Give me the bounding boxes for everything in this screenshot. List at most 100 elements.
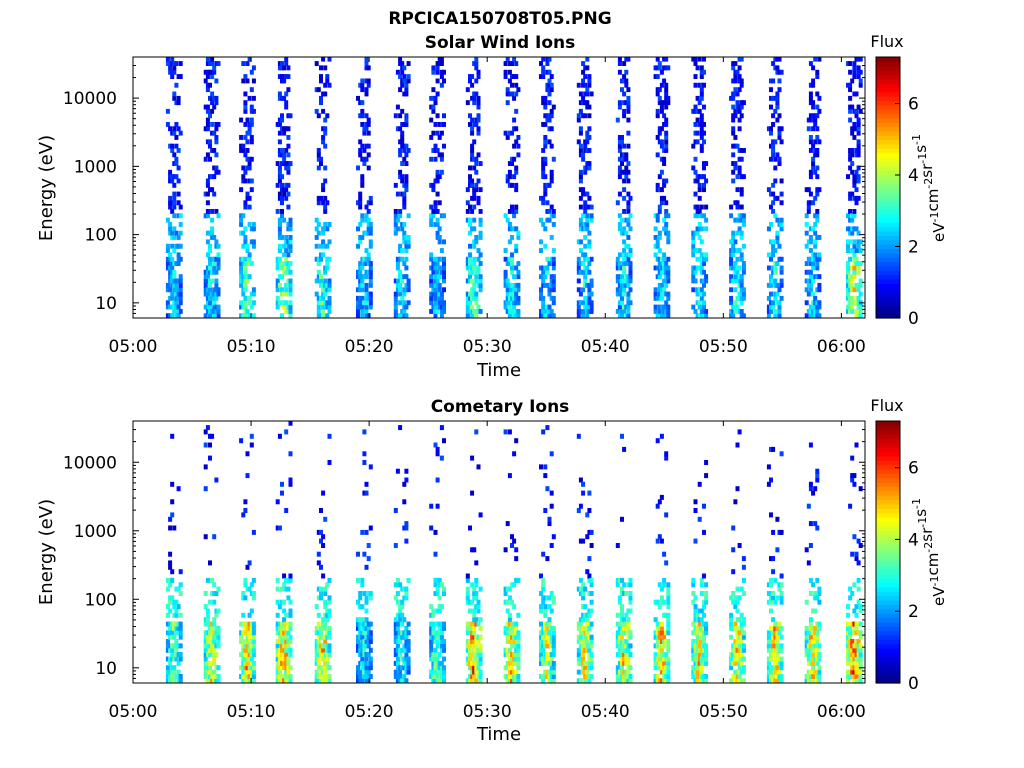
heat-cell xyxy=(210,91,215,97)
heat-cell xyxy=(174,652,179,658)
heat-cell xyxy=(470,143,475,149)
heat-cell xyxy=(662,261,667,266)
heat-cell xyxy=(275,652,280,658)
heat-cell xyxy=(808,543,813,548)
heat-cell xyxy=(695,256,700,262)
heat-cell xyxy=(393,222,398,227)
heat-cell xyxy=(247,222,252,227)
y-tick-label: 10000 xyxy=(63,453,117,473)
heat-cell xyxy=(662,656,667,662)
colorbar-swatch xyxy=(876,217,900,223)
heat-cell xyxy=(813,486,818,492)
heat-cell xyxy=(659,660,664,666)
heat-cell xyxy=(203,647,208,653)
heat-cell xyxy=(733,309,738,314)
heat-cell xyxy=(808,617,813,623)
heat-cell xyxy=(551,261,556,266)
heat-cell xyxy=(243,122,248,127)
heat-cell xyxy=(356,313,360,319)
heat-cell xyxy=(439,295,444,301)
heat-cell xyxy=(398,148,403,153)
heat-cell xyxy=(583,222,588,227)
heat-cell xyxy=(395,656,400,662)
heat-cell xyxy=(587,104,592,110)
heat-cell xyxy=(400,586,405,592)
heat-cell xyxy=(210,669,215,675)
heat-cell xyxy=(733,248,738,253)
heat-cell xyxy=(205,200,210,206)
heat-cell xyxy=(395,582,400,588)
heat-cell xyxy=(576,287,581,293)
heat-cell xyxy=(735,608,740,614)
heat-cell xyxy=(852,209,857,214)
heat-cell xyxy=(429,204,434,210)
heat-cell xyxy=(429,182,434,188)
heat-cell xyxy=(243,652,248,658)
heat-cell xyxy=(398,61,403,66)
heat-cell xyxy=(472,639,477,644)
heat-cell xyxy=(321,139,326,145)
heat-cell xyxy=(815,621,820,627)
heat-cell xyxy=(617,143,622,149)
heat-cell xyxy=(729,287,734,293)
heat-cell xyxy=(775,652,780,658)
heat-cell xyxy=(854,625,859,631)
heat-cell xyxy=(203,591,208,596)
heat-cell xyxy=(666,621,671,627)
heat-cell xyxy=(806,652,811,658)
heat-cell xyxy=(402,204,407,210)
heat-cell xyxy=(741,634,746,640)
heat-cell xyxy=(777,256,782,262)
heat-cell xyxy=(547,78,552,84)
heat-cell xyxy=(442,239,446,245)
heat-cell xyxy=(472,165,477,171)
heat-cell xyxy=(583,304,588,310)
heat-cell xyxy=(771,304,776,310)
heat-cell xyxy=(247,165,252,171)
heat-cell xyxy=(247,665,252,671)
heat-cell xyxy=(585,130,590,136)
heat-cell xyxy=(247,630,252,636)
heat-cell xyxy=(545,621,550,627)
heat-cell xyxy=(510,291,514,297)
heat-cell xyxy=(241,143,246,149)
heat-cell xyxy=(626,243,631,249)
heat-cell xyxy=(406,213,411,219)
heat-cell xyxy=(288,634,293,640)
heat-cell xyxy=(773,165,778,171)
heat-cell xyxy=(325,313,330,319)
heat-cell xyxy=(205,630,210,636)
heat-cell xyxy=(435,178,440,184)
heat-cell xyxy=(850,300,855,306)
heat-cell xyxy=(323,586,328,592)
heat-cell xyxy=(664,274,669,280)
heat-cell xyxy=(539,643,543,649)
heat-cell xyxy=(165,678,170,684)
heat-cell xyxy=(286,278,291,284)
heat-cell xyxy=(657,287,662,293)
heat-cell xyxy=(323,669,328,675)
heat-cell xyxy=(659,313,664,319)
heat-cell xyxy=(393,209,398,214)
heat-cell xyxy=(811,490,816,496)
heat-cell xyxy=(284,309,289,314)
heat-cell xyxy=(439,130,444,136)
heat-cell xyxy=(583,265,588,271)
heat-cell xyxy=(241,665,246,671)
heat-cell xyxy=(323,643,328,649)
heat-cell xyxy=(437,122,442,127)
heat-cell xyxy=(514,126,519,132)
heat-cell xyxy=(468,625,472,631)
heat-cell xyxy=(472,586,477,592)
heat-cell xyxy=(659,586,664,592)
heat-cell xyxy=(321,543,326,548)
heat-cell xyxy=(439,256,444,262)
heat-cell xyxy=(617,313,622,319)
heat-cell xyxy=(400,139,405,145)
heat-cell xyxy=(470,278,475,284)
heat-cell xyxy=(541,429,546,435)
heat-cell xyxy=(468,113,472,119)
heat-cell xyxy=(170,621,175,627)
heat-cell xyxy=(203,669,208,675)
heat-cell xyxy=(393,630,398,636)
